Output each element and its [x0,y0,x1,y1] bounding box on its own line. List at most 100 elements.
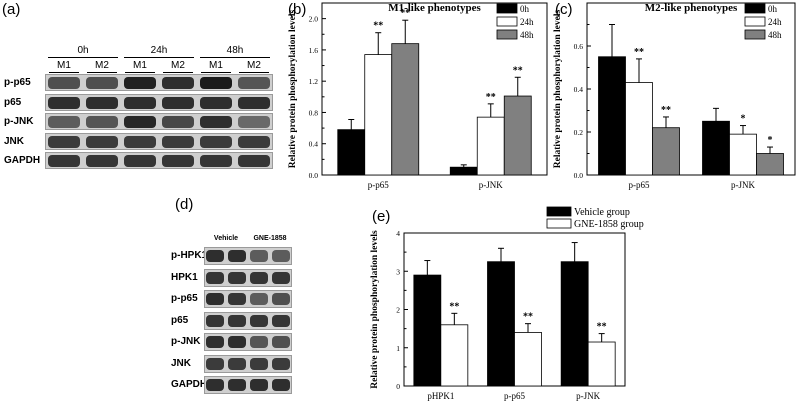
x-tick-label: p-JNK [731,180,755,190]
legend-swatch [496,16,518,27]
blot-d-band [250,271,268,284]
bar-chart-m2: M2-like phenotypes Relative protein phosp… [553,2,796,190]
blot-d-band [272,336,290,348]
blot-d-band [206,293,224,305]
blot-d-row-label: HPK1 [171,271,198,283]
blot-a-band [200,135,232,148]
blot-d-strip [204,376,292,394]
blot-a-subgroup-5: M2 [247,60,261,71]
significance-marker: ** [486,92,496,103]
y-tick-label: 1.6 [309,46,319,55]
blot-a-subgroup-0: M1 [57,60,71,71]
panel-label-b: (b) [288,1,307,18]
legend-label: 24h [520,17,534,27]
blot-a-subgroup-underline [201,72,231,73]
bar-24h [476,116,505,176]
bar-24h [729,133,757,176]
blot-d-band [228,271,246,284]
bar-chart-m1: M1-like phenotypes Relative protein phosp… [288,2,548,190]
legend-swatch [744,29,766,40]
blot-a-band [124,155,156,167]
significance-marker: * [768,135,773,146]
blot-d-band [206,314,224,327]
blot-d-band [272,293,290,305]
x-tick-label: p-p65 [629,180,650,190]
blot-a-band [238,155,270,167]
blot-a-band [86,116,118,128]
blot-a-subgroup-1: M2 [95,60,109,71]
blot-d-row-label: JNK [171,357,192,369]
blot-d-strip [204,311,292,330]
blot-d-band [250,293,268,305]
blot-a-subgroup-underline [239,72,269,73]
bar-vehicle-group [413,274,442,387]
blot-a-band [200,116,232,128]
blot-a-band [162,96,194,109]
bar-48h [756,153,784,176]
significance-marker: ** [597,322,607,333]
significance-marker: ** [400,8,410,19]
significance-marker: * [741,114,746,125]
y-axis-label: Relative protein phosphorylation levels [370,230,380,389]
y-tick-label: 0.4 [309,140,319,149]
y-tick-label: 0.0 [309,171,319,180]
legend-swatch [546,206,572,217]
legend-label: 48h [768,30,782,40]
legend-label: 0h [768,4,778,14]
blot-d-band [206,336,224,348]
significance-marker: ** [449,301,459,312]
blot-a-band [86,135,118,148]
blot-a-band [238,116,270,128]
blot-d-band [250,357,268,370]
legend-swatch [744,3,766,14]
x-tick-label: p-p65 [504,391,525,401]
blot-a-time-underline [124,57,194,58]
blot-a-row-label: JNK [4,135,25,147]
blot-a-subgroup-2: M1 [133,60,147,71]
blot-d-strip [204,333,292,351]
blot-a-row-label: p-p65 [4,77,31,88]
legend-swatch [496,3,518,14]
significance-marker: ** [523,312,533,323]
x-tick-label: pHPK1 [427,391,454,401]
bar-0h [449,166,478,176]
bar-gne-1858-group [514,332,542,387]
y-tick-label: 0 [396,382,400,391]
blot-a-band [48,96,80,109]
chart-title: M1-like phenotypes [388,2,481,14]
significance-marker: ** [661,105,671,116]
y-tick-label: 0.6 [574,42,584,51]
bar-0h [337,129,366,176]
blot-a-band [86,96,118,109]
panel-label-a: (a) [2,1,21,18]
blot-a-row-label: p65 [4,96,22,108]
y-tick-label: 3 [396,267,400,276]
blot-d-strip [204,290,292,308]
blot-a-subgroup-underline [49,72,79,73]
y-tick-label: 0.0 [574,171,584,180]
blot-a-band [48,155,80,167]
blot-a-band [124,116,156,128]
y-tick-label: 0.2 [574,128,584,137]
y-tick-label: 1 [396,344,400,353]
panel-label-e: (e) [372,208,391,225]
y-tick-label: 2 [396,306,400,315]
y-tick-label: 2.0 [309,15,319,24]
blot-a-band [86,155,118,167]
blot-d-band [272,379,290,391]
blot-d-band [250,250,268,262]
bar-gne-1858-group [587,341,616,387]
blot-d-band [250,336,268,348]
blot-a-band [124,77,156,89]
bar-0h [702,120,730,176]
blot-a-subgroup-underline [87,72,117,73]
blot-d-band [250,314,268,327]
bar-vehicle-group [487,261,515,387]
bar-24h [364,54,393,176]
bar-gne-1858-group [440,324,469,387]
blot-d-row-label: p-p65 [171,293,198,304]
blot-d-strip [204,268,292,287]
blot-d-band [228,336,246,348]
blot-d-band [228,250,246,262]
